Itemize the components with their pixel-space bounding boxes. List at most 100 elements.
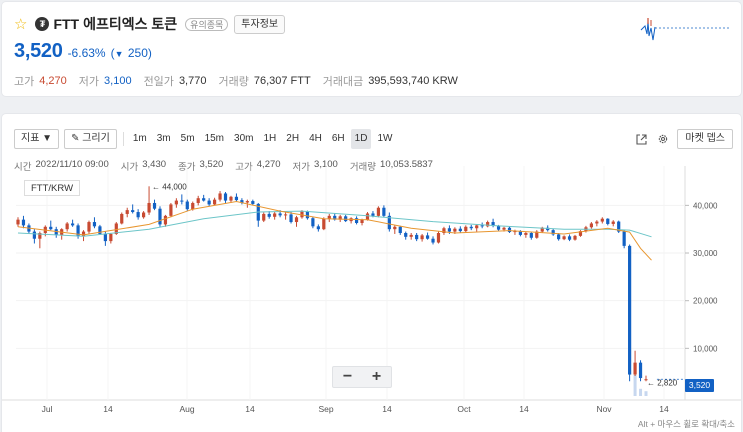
candle-body <box>76 225 80 237</box>
candle-body <box>333 215 337 220</box>
candle-body <box>103 233 107 242</box>
y-tick-label: 30,000 <box>693 249 718 258</box>
timeframe-15m[interactable]: 15m <box>204 133 225 144</box>
candle-body <box>431 238 435 243</box>
candle-body <box>458 228 462 232</box>
candle-body <box>322 218 326 230</box>
candle-body <box>496 225 501 230</box>
candle-body <box>185 201 189 210</box>
candle-body <box>453 228 457 232</box>
candle-body <box>152 202 157 209</box>
change-percent: -6.63% <box>67 46 106 60</box>
timeframe-1m[interactable]: 1m <box>132 133 147 144</box>
gear-icon[interactable] <box>655 131 671 147</box>
ma-short-line <box>17 200 652 261</box>
candle-body <box>628 245 632 375</box>
warning-badge: 유의종목 <box>185 17 229 31</box>
ohlc-volume-label: 거래량 <box>349 162 377 173</box>
toolbar-divider <box>122 132 124 146</box>
annotation-low: ← 2,820 <box>647 379 678 388</box>
ohlc-time-label: 시간 <box>14 162 32 173</box>
stat-low-label: 저가 <box>78 76 100 88</box>
ohlc-time-value: 2022/11/10 09:00 <box>35 159 109 170</box>
candle-body <box>207 200 211 205</box>
candle-body <box>109 233 113 242</box>
timeframe-1d[interactable]: 1D <box>350 129 372 149</box>
candle-body <box>163 215 168 225</box>
stat-volume-value: 76,307 FTT <box>253 75 311 87</box>
candle-body <box>589 223 593 228</box>
candle-body <box>289 214 293 223</box>
coin-logo-icon: ₮ <box>35 17 50 31</box>
invest-info-button[interactable]: 투자정보 <box>234 14 286 34</box>
y-tick-label: 40,000 <box>693 201 718 210</box>
candle-body <box>633 362 637 375</box>
candlestick-chart[interactable]: 40,000 30,000 20,000 10,000 Jul 14 Aug 14 Sep 14 O… <box>2 114 741 432</box>
candle-body <box>409 234 413 237</box>
draw-tool-button[interactable]: ✎ 그리기 <box>64 129 117 149</box>
candle-body <box>415 234 419 240</box>
zoom-in-button[interactable]: + <box>371 368 382 385</box>
indicator-dropdown[interactable]: 지표 ▼ <box>14 129 60 149</box>
candle-body <box>174 200 178 205</box>
ma-long-line <box>17 210 652 238</box>
market-depth-button[interactable]: 마켓 뎁스 <box>677 129 733 149</box>
x-tick-label: Oct <box>457 404 471 414</box>
timeframe-4h[interactable]: 4H <box>309 133 322 144</box>
ohlc-volume-value: 10,053.5837 <box>380 159 433 170</box>
candle-body <box>114 223 118 234</box>
chart-toolbar: 지표 ▼ ✎ 그리기 1m 3m 5m 15m 30m 1H 2H 4H 6H … <box>14 129 398 149</box>
candle-body <box>644 379 648 381</box>
candle-body <box>251 201 255 204</box>
candle-body <box>371 213 375 216</box>
candle-body <box>606 218 610 224</box>
candle-body <box>420 235 424 240</box>
candle-body <box>283 214 288 216</box>
candle-body <box>360 219 364 223</box>
volume-bar <box>633 375 637 396</box>
candle-body <box>502 227 506 230</box>
popout-icon[interactable] <box>633 131 649 147</box>
title-row: ☆ ₮ FTT 에프티엑스 토큰 유의종목 투자정보 <box>14 14 286 34</box>
candle-body <box>180 200 184 202</box>
candle-body <box>158 208 162 225</box>
current-price-tag: 3,520 <box>685 379 714 392</box>
current-price: 3,520 <box>14 40 63 62</box>
candle-body <box>316 226 320 230</box>
candle-body <box>638 362 643 379</box>
ohlc-open-label: 시가 <box>120 162 139 173</box>
candle-body <box>562 236 566 240</box>
ohlc-close-value: 3,520 <box>199 159 224 170</box>
zoom-out-button[interactable]: − <box>342 368 353 385</box>
candle-body <box>447 228 452 232</box>
candle-body <box>611 221 615 224</box>
ohlc-info: 시간 2022/11/10 09:00 시가 3,430 종가 3,520 고가… <box>14 159 437 173</box>
candle-body <box>376 207 381 216</box>
timeframe-1h[interactable]: 1H <box>263 133 277 144</box>
change-amount: (▼ 250) <box>110 46 152 60</box>
candle-body <box>475 225 479 229</box>
candle-body <box>398 226 402 234</box>
candle-body <box>529 233 533 238</box>
candle-body <box>365 213 370 220</box>
candle-body <box>21 219 26 226</box>
market-header: ☆ ₮ FTT 에프티엑스 토큰 유의종목 투자정보 3,520 -6.63% … <box>2 2 741 96</box>
stat-low-value: 3,100 <box>104 75 132 87</box>
coin-name: 에프티엑스 토큰 <box>83 16 178 32</box>
timeframe-2h[interactable]: 2H <box>286 133 300 144</box>
timeframe-30m[interactable]: 30m <box>234 133 254 144</box>
favorite-star-icon[interactable]: ☆ <box>14 15 28 33</box>
candle-body <box>147 202 151 213</box>
candle-body <box>567 236 572 240</box>
x-tick-label: 14 <box>103 404 113 414</box>
candle-body <box>404 233 408 237</box>
timeframe-3m[interactable]: 3m <box>156 133 171 144</box>
candle-body <box>578 231 583 236</box>
candle-body <box>54 229 58 235</box>
timeframe-6h[interactable]: 6H <box>331 133 345 144</box>
candle-body <box>393 226 397 230</box>
mini-price-chart <box>640 18 731 41</box>
timeframe-5m[interactable]: 5m <box>180 133 195 144</box>
timeframe-1w[interactable]: 1W <box>377 133 393 144</box>
candle-body <box>267 213 271 217</box>
